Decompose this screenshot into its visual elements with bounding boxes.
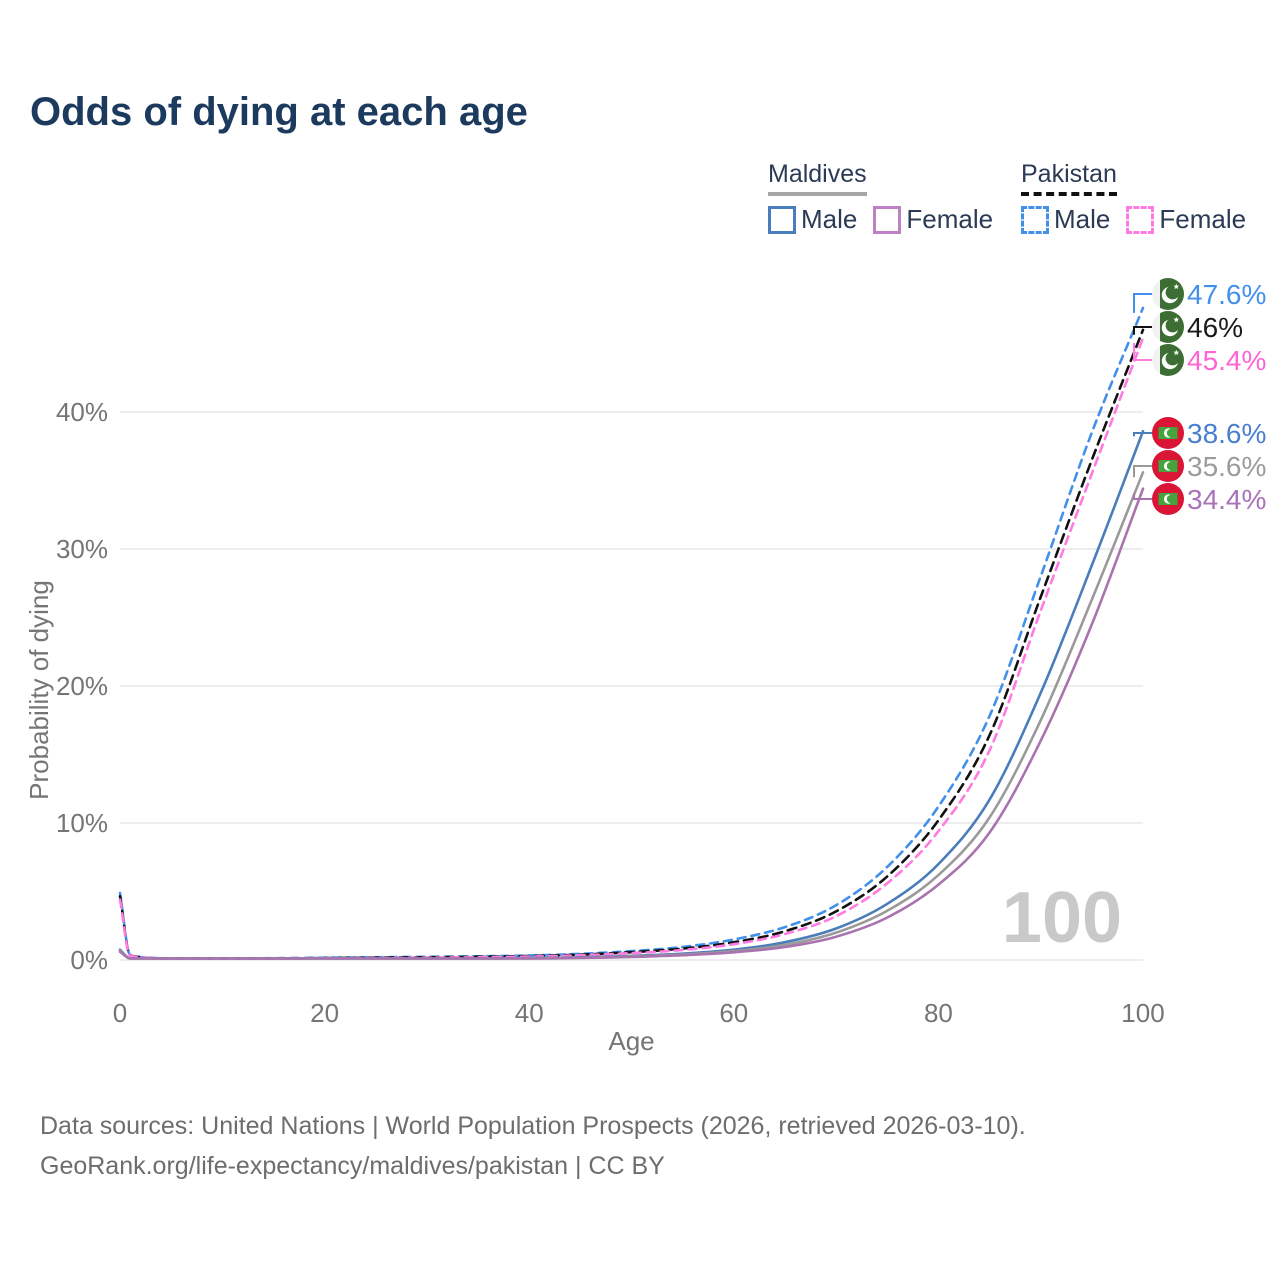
pakistan-female-swatch-icon [1126,205,1155,234]
end-label-pakistan-male[interactable]: 47.6% [1152,278,1266,310]
flag-pakistan-icon [1152,311,1184,343]
curve-maldives-female[interactable] [118,487,1145,960]
x-tick-label: 80 [924,998,953,1028]
end-label-pakistan-female[interactable]: 45.4% [1152,344,1266,376]
data-source-footer: Data sources: United Nations | World Pop… [40,1106,1026,1186]
x-tick-label: 20 [310,998,339,1028]
x-tick-label: 60 [719,998,748,1028]
end-label-maldives-female[interactable]: 34.4% [1152,483,1266,515]
curve-maldives-male[interactable] [118,429,1145,960]
label-connector-maldives-female [1133,493,1152,500]
legend-item-pakistan-male[interactable]: Male [1021,204,1110,235]
flag-pakistan-icon [1152,278,1184,310]
end-label-value: 45.4% [1187,345,1266,376]
end-label-value: 47.6% [1187,279,1266,310]
label-connector-maldives-male [1133,432,1152,437]
legend-item-maldives-female[interactable]: Female [873,204,993,235]
legend-group-pakistan: Pakistan Male Female [1021,160,1246,235]
label-connector-maldives-both [1133,465,1152,478]
legend-item-label: Female [906,204,994,234]
legend-item-label: Female [1159,204,1247,234]
legend-item-maldives-male[interactable]: Male [768,204,857,235]
page-title: Odds of dying at each age [30,90,528,134]
label-connector-pakistan-both [1133,326,1152,335]
x-tick-label: 100 [1121,998,1164,1028]
end-label-pakistan-both[interactable]: 46% [1152,311,1243,343]
age-watermark: 100 [1002,878,1122,958]
legend-country-maldives: Maldives [768,160,867,196]
end-label-maldives-male[interactable]: 38.6% [1152,417,1266,449]
footer-attribution-line: GeoRank.org/life-expectancy/maldives/pak… [40,1152,665,1180]
legend-item-label: Male [1054,204,1111,234]
y-axis-title: Probability of dying [24,580,54,800]
y-tick-label: 30% [56,534,108,564]
curve-pakistan-male[interactable] [118,306,1145,960]
legend-item-pakistan-female[interactable]: Female [1126,204,1246,235]
y-tick-label: 40% [56,397,108,427]
x-axis-title: Age [608,1026,654,1056]
maldives-female-swatch-icon [873,205,902,234]
flag-maldives-icon [1152,450,1184,482]
pakistan-male-swatch-icon [1021,205,1049,234]
label-connector-pakistan-male [1133,293,1152,313]
y-tick-label: 0% [70,945,108,975]
end-label-value: 34.4% [1187,484,1266,515]
x-tick-label: 40 [515,998,544,1028]
y-tick-label: 20% [56,671,108,701]
y-tick-label: 10% [56,808,108,838]
maldives-male-swatch-icon [768,205,796,234]
end-label-maldives-both[interactable]: 35.6% [1152,450,1266,482]
legend-country-pakistan: Pakistan [1021,160,1117,196]
flag-pakistan-icon [1152,344,1184,376]
curve-pakistan-female[interactable] [118,336,1145,960]
x-tick-label: 0 [113,998,127,1028]
legend-group-maldives: Maldives Male Female [768,160,993,235]
flag-maldives-icon [1152,417,1184,449]
footer-sources-line: Data sources: United Nations | World Pop… [40,1112,1026,1140]
end-label-value: 35.6% [1187,451,1266,482]
flag-maldives-icon [1152,483,1184,515]
label-connector-pakistan-female [1133,343,1152,361]
curve-pakistan-both[interactable] [118,328,1145,960]
end-label-value: 38.6% [1187,418,1266,449]
end-label-value: 46% [1187,312,1243,343]
legend-item-label: Male [801,204,858,234]
